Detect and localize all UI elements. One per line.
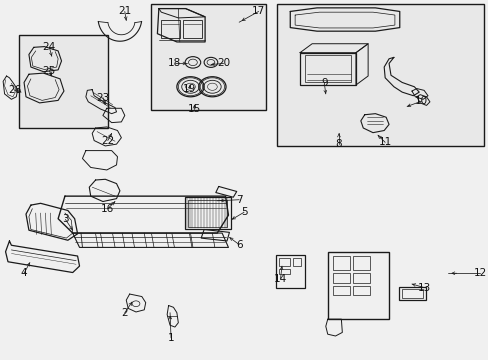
Bar [352, 256, 369, 270]
Text: 6: 6 [235, 239, 242, 249]
Text: 9: 9 [320, 78, 327, 88]
Text: 7: 7 [235, 195, 242, 205]
Bar [279, 258, 289, 266]
Text: 12: 12 [472, 268, 486, 278]
Bar [183, 21, 201, 38]
Text: 4: 4 [20, 268, 27, 278]
Text: 25: 25 [42, 66, 56, 76]
Text: 13: 13 [417, 283, 430, 293]
Text: 21: 21 [118, 6, 131, 17]
Bar [292, 258, 301, 266]
Bar [332, 286, 349, 295]
Text: 24: 24 [42, 42, 56, 52]
Bar [398, 287, 425, 301]
Bar [332, 256, 349, 270]
Bar [188, 200, 226, 226]
Text: 18: 18 [168, 58, 181, 68]
Bar [332, 273, 349, 283]
Bar [327, 252, 388, 319]
Text: 22: 22 [101, 136, 114, 145]
Bar [279, 269, 289, 274]
Text: 11: 11 [378, 138, 391, 147]
Text: 20: 20 [217, 58, 230, 68]
Text: 1: 1 [167, 333, 174, 343]
Text: 26: 26 [9, 85, 22, 95]
Bar [184, 197, 230, 229]
Bar [352, 273, 369, 283]
Text: 19: 19 [183, 84, 196, 94]
Bar [352, 286, 369, 295]
Bar [277, 4, 483, 146]
Text: 8: 8 [335, 139, 342, 149]
Bar [304, 55, 350, 82]
Text: 23: 23 [96, 93, 109, 103]
Text: 16: 16 [101, 204, 114, 214]
Text: 15: 15 [187, 104, 201, 114]
Text: 17: 17 [251, 6, 264, 17]
Text: 3: 3 [62, 215, 69, 224]
Bar [401, 289, 422, 298]
Bar [275, 255, 304, 288]
Text: 14: 14 [273, 274, 286, 284]
Text: 10: 10 [414, 96, 427, 106]
Text: 2: 2 [121, 308, 128, 318]
Bar [161, 21, 180, 38]
Bar [150, 4, 266, 110]
Text: 5: 5 [240, 207, 247, 217]
Bar [19, 35, 108, 128]
Bar [299, 53, 355, 85]
